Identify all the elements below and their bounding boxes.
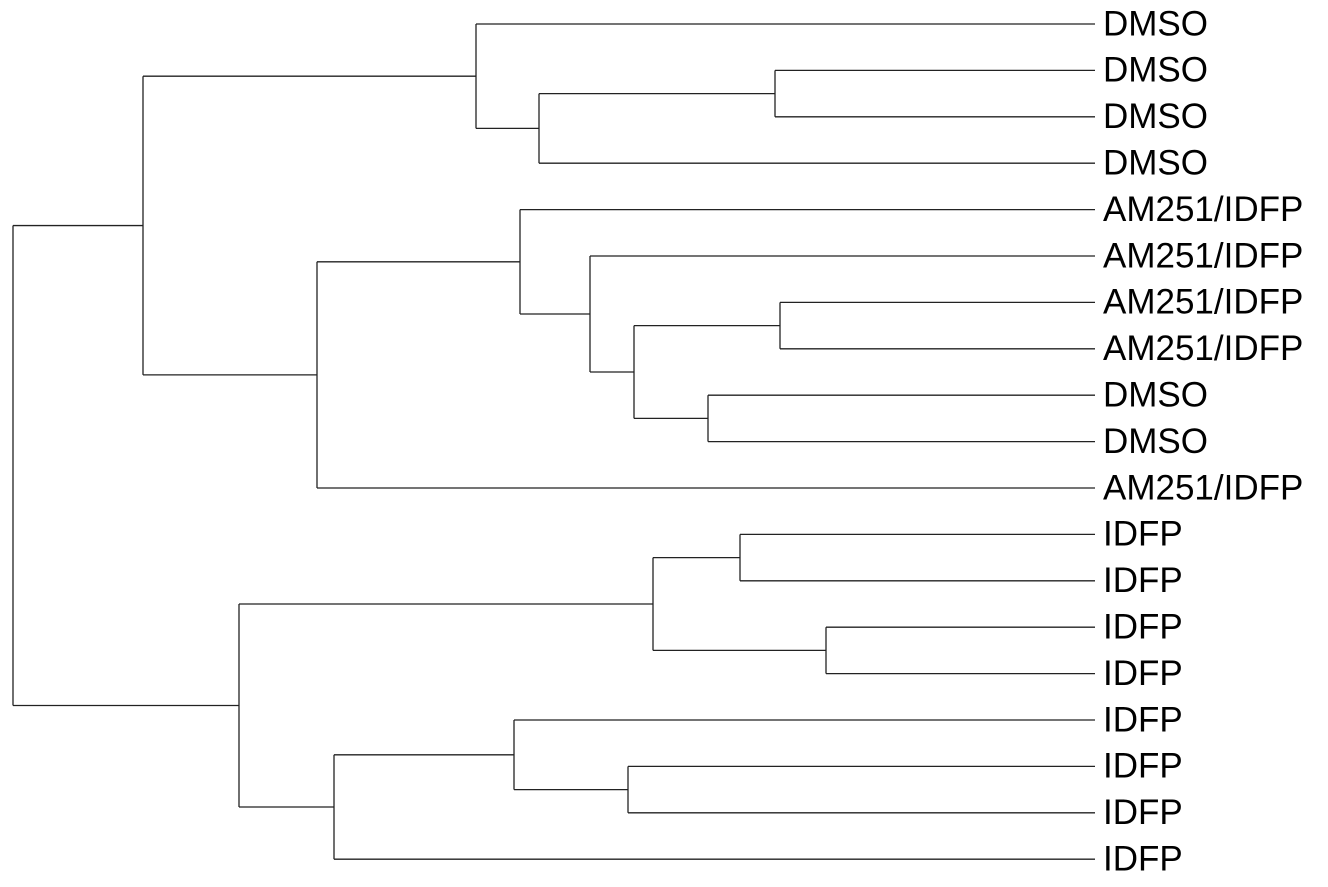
leaf-label: AM251/IDFP	[1103, 329, 1303, 368]
leaf-label: DMSO	[1103, 422, 1208, 461]
leaf-label: DMSO	[1103, 143, 1208, 182]
leaf-label: IDFP	[1103, 839, 1183, 878]
leaf-label: DMSO	[1103, 51, 1208, 90]
leaf-label: DMSO	[1103, 375, 1208, 414]
leaf-label: IDFP	[1103, 793, 1183, 832]
leaf-label: IDFP	[1103, 747, 1183, 786]
leaf-label: AM251/IDFP	[1103, 283, 1303, 322]
leaf-label: IDFP	[1103, 700, 1183, 739]
leaf-label: IDFP	[1103, 515, 1183, 554]
leaf-label: AM251/IDFP	[1103, 468, 1303, 507]
leaf-label: DMSO	[1103, 4, 1208, 43]
leaf-label: AM251/IDFP	[1103, 236, 1303, 275]
leaf-label: IDFP	[1103, 561, 1183, 600]
leaf-label: AM251/IDFP	[1103, 190, 1303, 229]
leaf-label: IDFP	[1103, 607, 1183, 646]
leaf-label: IDFP	[1103, 654, 1183, 693]
leaf-label: DMSO	[1103, 97, 1208, 136]
